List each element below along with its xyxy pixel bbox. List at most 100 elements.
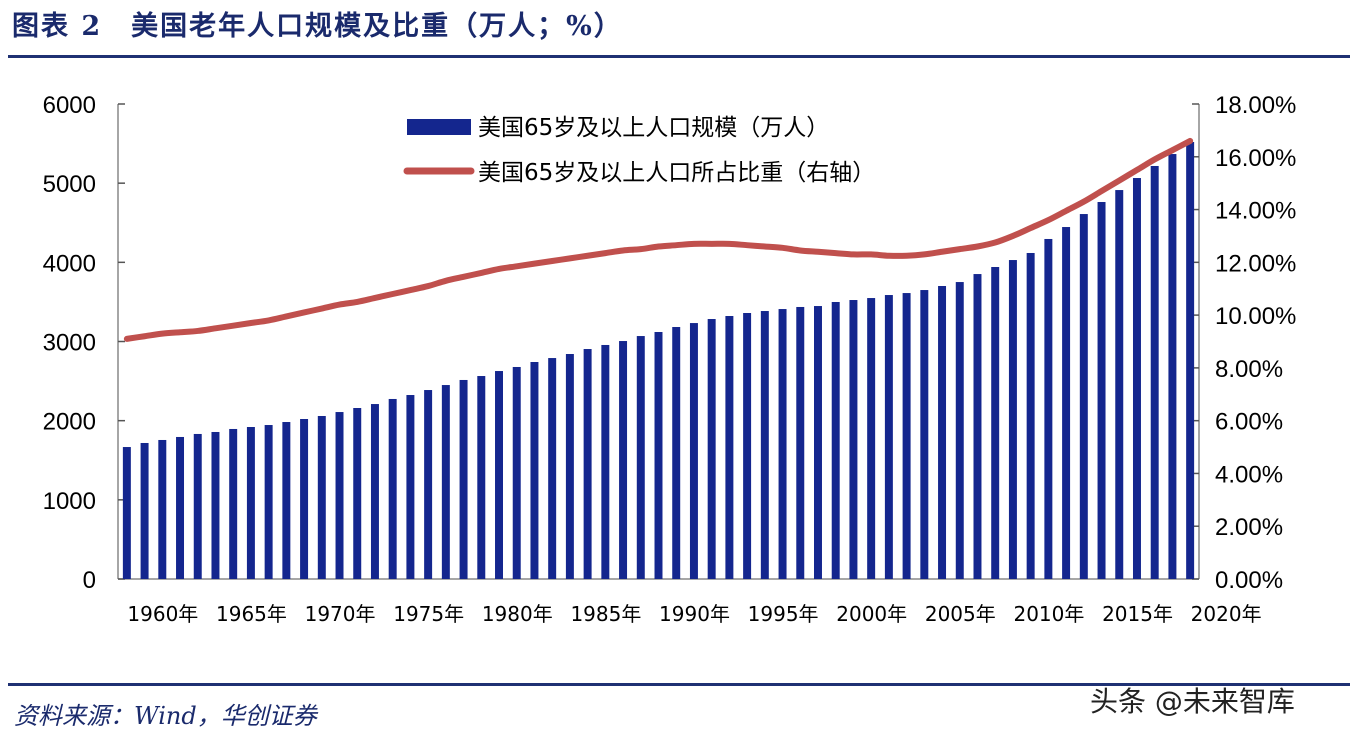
bar-1981 xyxy=(495,371,503,579)
bar-1976 xyxy=(406,395,415,579)
bar-1975 xyxy=(388,398,397,579)
bar-1979 xyxy=(459,379,468,579)
bar-1996 xyxy=(760,311,769,579)
x-tick-label: 1965年 xyxy=(216,602,287,626)
legend-label-line: 美国65岁及以上人口所占比重（右轴） xyxy=(478,160,875,186)
bar-2010 xyxy=(1008,260,1017,579)
bar-2016 xyxy=(1115,190,1124,579)
bar-1990 xyxy=(654,332,663,579)
bar-1980 xyxy=(477,376,486,579)
left-tick-label: 0 xyxy=(83,567,96,594)
bar-2011 xyxy=(1026,252,1035,579)
legend-swatch-bar xyxy=(407,119,471,135)
watermark: 头条 @未来智库 xyxy=(1090,685,1295,718)
bar-1999 xyxy=(814,306,822,579)
bar-1966 xyxy=(229,428,238,579)
left-tick-label: 1000 xyxy=(43,488,96,515)
bar-1992 xyxy=(689,323,698,579)
left-tick-label: 3000 xyxy=(43,330,96,357)
right-tick-label: 0.00% xyxy=(1215,567,1283,594)
left-tick-label: 6000 xyxy=(43,92,96,119)
bar-2012 xyxy=(1044,238,1053,579)
x-tick-label: 1995年 xyxy=(748,602,819,626)
bar-2019 xyxy=(1168,154,1177,580)
bar-2013 xyxy=(1062,227,1071,579)
bar-1961 xyxy=(140,442,149,579)
bar-1973 xyxy=(353,408,362,579)
bar-1986 xyxy=(583,349,592,579)
legend: 美国65岁及以上人口规模（万人） 美国65岁及以上人口所占比重（右轴） xyxy=(403,115,875,186)
bar-1989 xyxy=(636,336,645,579)
left-tick-label: 5000 xyxy=(43,171,96,198)
right-tick-label: 8.00% xyxy=(1215,356,1283,383)
right-tick-label: 10.00% xyxy=(1215,303,1296,330)
left-tick-label: 2000 xyxy=(43,409,96,436)
bar-1965 xyxy=(211,431,220,579)
x-tick-label: 1985年 xyxy=(570,602,641,626)
bar-1997 xyxy=(778,309,787,579)
legend-label-bar: 美国65岁及以上人口规模（万人） xyxy=(478,115,829,141)
x-tick-label: 1990年 xyxy=(659,602,730,626)
title-rule xyxy=(8,55,1350,58)
bar-2002 xyxy=(867,298,876,579)
bar-2000 xyxy=(831,301,840,579)
bar-1964 xyxy=(193,433,202,579)
x-tick-label: 2015年 xyxy=(1102,602,1173,626)
bar-1967 xyxy=(246,427,255,579)
bar-1968 xyxy=(264,425,273,579)
bar-2006 xyxy=(938,286,947,579)
bar-1972 xyxy=(335,412,344,579)
x-tick-label: 1975年 xyxy=(393,602,464,626)
bar-1993 xyxy=(707,319,716,579)
right-tick-label: 6.00% xyxy=(1215,409,1283,436)
bar-1962 xyxy=(158,439,167,579)
bar-2007 xyxy=(955,282,964,579)
bar-2005 xyxy=(920,290,929,579)
bar-1971 xyxy=(317,415,326,579)
bar-2015 xyxy=(1097,202,1106,579)
x-tick-label: 1970年 xyxy=(305,602,376,626)
bar-2018 xyxy=(1150,165,1159,580)
source-note: 资料来源：Wind，华创证券 xyxy=(14,702,317,730)
bar-1982 xyxy=(512,366,521,579)
bar-1963 xyxy=(176,436,185,579)
bar-1974 xyxy=(370,404,379,579)
bar-2001 xyxy=(849,300,858,579)
bar-1994 xyxy=(725,316,734,579)
bar-1984 xyxy=(548,358,557,579)
x-tick-label: 2000年 xyxy=(836,602,907,626)
x-tick-label: 1960年 xyxy=(127,602,198,626)
x-tick-label: 2005年 xyxy=(925,602,996,626)
left-tick-label: 4000 xyxy=(43,250,96,277)
bar-1960 xyxy=(122,447,131,579)
bar-2017 xyxy=(1132,178,1141,580)
bar-1970 xyxy=(300,419,309,579)
chart-title: 图表 2 美国老年人口规模及比重（万人；%） xyxy=(12,11,623,42)
footer-rule xyxy=(8,683,1350,686)
bar-1991 xyxy=(672,327,681,579)
bar-1977 xyxy=(424,390,433,579)
bar-2014 xyxy=(1079,214,1088,579)
bar-2020 xyxy=(1186,142,1195,579)
bar-2004 xyxy=(902,293,911,579)
right-tick-label: 4.00% xyxy=(1215,461,1283,488)
x-tick-label: 2010年 xyxy=(1013,602,1084,626)
right-tick-label: 14.00% xyxy=(1215,198,1296,225)
bar-1988 xyxy=(619,341,628,579)
right-tick-label: 18.00% xyxy=(1215,92,1296,119)
bar-1983 xyxy=(530,362,539,579)
bar-1995 xyxy=(743,313,752,579)
bar-1985 xyxy=(565,354,574,579)
bar-2003 xyxy=(884,295,893,579)
bar-2009 xyxy=(991,267,1000,579)
x-tick-label: 2020年 xyxy=(1191,602,1262,626)
right-tick-label: 16.00% xyxy=(1215,145,1296,172)
bar-2008 xyxy=(973,274,982,579)
bar-1998 xyxy=(796,306,805,579)
bar-1987 xyxy=(601,344,610,579)
right-tick-label: 2.00% xyxy=(1215,514,1283,541)
x-tick-label: 1980年 xyxy=(482,602,553,626)
right-tick-label: 12.00% xyxy=(1215,250,1296,277)
bar-1978 xyxy=(441,385,450,579)
